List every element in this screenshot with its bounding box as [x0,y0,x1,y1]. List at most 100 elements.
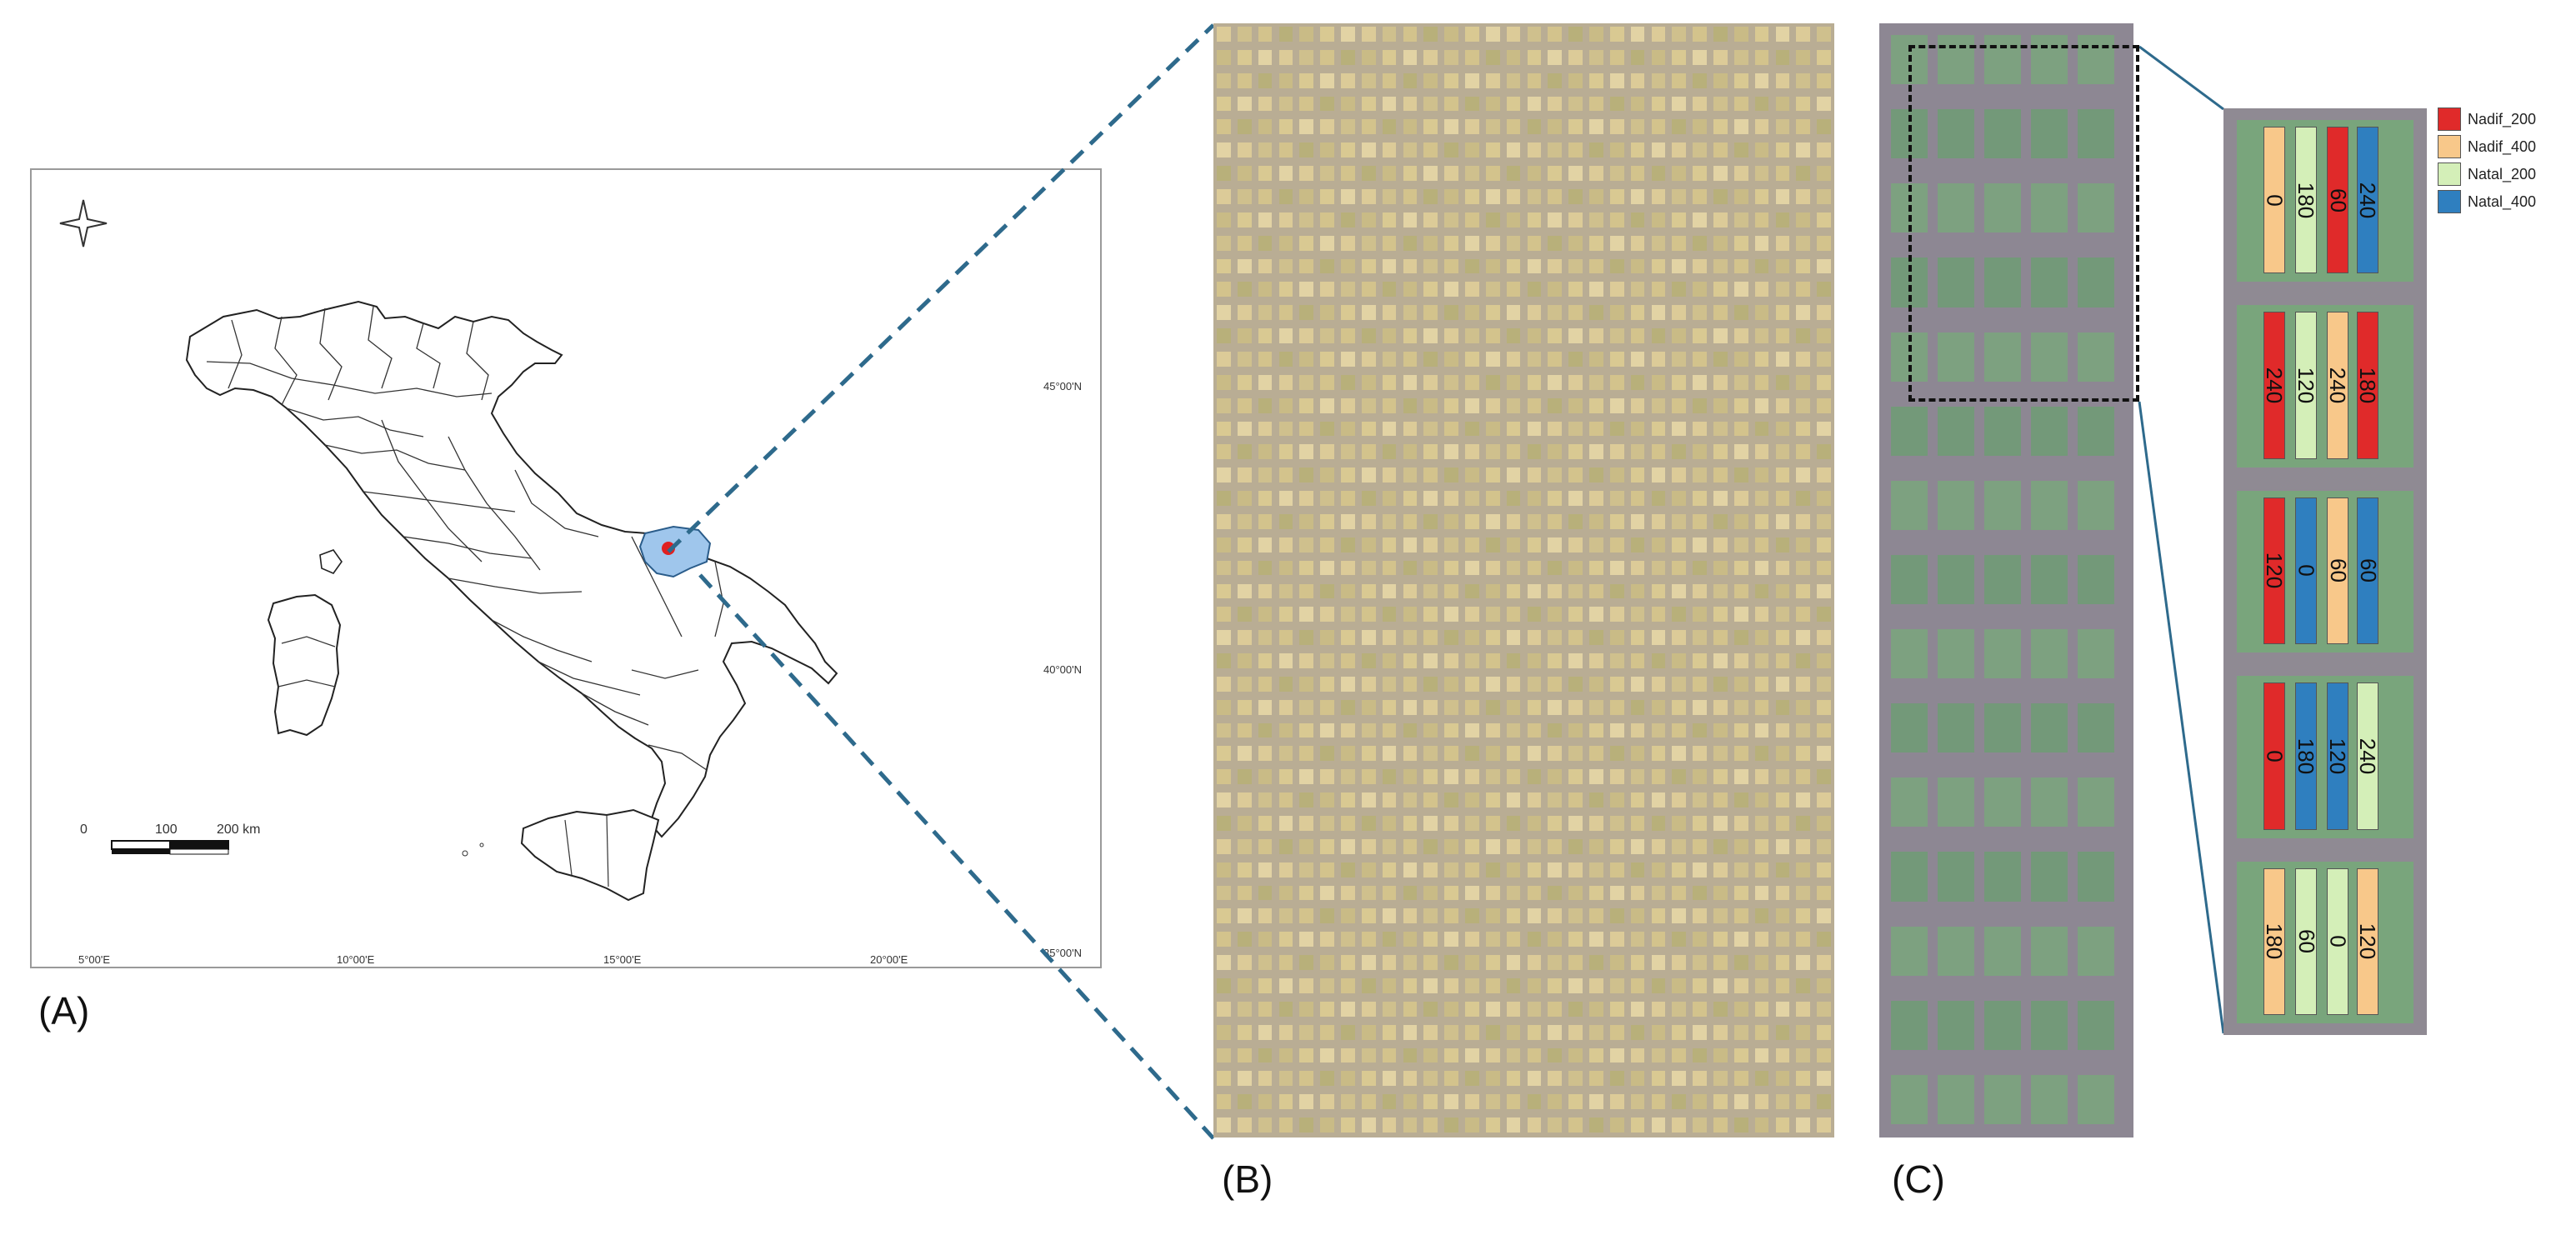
field-plot [1938,703,1974,753]
field-plot [1796,258,1811,274]
field-plot [1817,351,1831,367]
field-plot [1403,1118,1418,1132]
field-plot [1938,258,1974,308]
field-plot [1775,862,1790,878]
field-plot [1754,560,1769,576]
field-plot [1609,328,1624,343]
field-plot [1361,885,1376,901]
field-plot [1485,932,1500,948]
field-plot [1693,1118,1707,1132]
plot-value-label: 180 [2293,738,2319,775]
field-plot [1341,607,1355,622]
field-plot [1527,166,1542,181]
field-plot [1609,258,1624,274]
field-plot [2031,332,2068,382]
field-plot [1465,769,1479,785]
field-plot [1817,537,1831,552]
field-plot [1713,282,1728,298]
field-plot [1237,351,1252,367]
field-plot [1817,676,1831,692]
field-plot [1630,560,1645,576]
field-plot [1299,235,1314,251]
field-plot [1506,351,1521,367]
field-plot [1672,282,1687,298]
plot-value-label: 240 [2355,738,2381,775]
field-plot [1278,49,1293,65]
field-plot [1817,513,1831,529]
field-plot [1589,1024,1603,1040]
field-plot [1568,444,1583,460]
field-plot [1341,166,1355,181]
field-plot [1320,885,1334,901]
field-plot [1258,421,1273,437]
field-plot [1217,978,1231,993]
field-plot [1548,1094,1563,1110]
field-plot [1217,1048,1231,1063]
field-plot [1754,653,1769,668]
field-plot [1341,1094,1355,1110]
plot-bar: 180 [2293,127,2319,274]
field-plot [1817,792,1831,808]
field-plot [1733,838,1748,854]
field-plot [1341,1001,1355,1017]
field-plot [1278,978,1293,993]
field-plot [1609,792,1624,808]
field-plot [1465,1001,1479,1017]
field-plot [1258,838,1273,854]
field-plot [1527,560,1542,576]
field-photo-c [1879,23,2133,1138]
field-plot [1485,838,1500,854]
field-plot [1423,212,1438,228]
plot-value-label: 180 [2293,182,2319,218]
field-plot [1403,328,1418,343]
field-plot [1693,630,1707,646]
field-plot [1630,491,1645,506]
field-plot [1693,258,1707,274]
panel-label-b: (B) [1222,1158,1273,1201]
zoom-region-box [1908,45,2139,402]
field-plot [1299,142,1314,158]
field-plot [1382,769,1397,785]
field-plot [1527,1024,1542,1040]
field-plot [1403,932,1418,948]
field-plot [1465,676,1479,692]
field-plot [1568,792,1583,808]
field-plot [1796,978,1811,993]
field-plot [1733,166,1748,181]
field-plot [1984,1000,2021,1050]
field-plot [1237,49,1252,65]
field-plot [1341,746,1355,762]
field-plot [1693,374,1707,390]
field-plot [1485,722,1500,738]
field-plot [1713,1094,1728,1110]
field-plot [1733,862,1748,878]
field-plot [1341,421,1355,437]
field-plot [1713,258,1728,274]
field-plot [1651,351,1666,367]
field-plot [1651,1001,1666,1017]
plot-bar: 120 [2294,312,2319,459]
field-plot [1938,480,1974,530]
field-plot [1320,351,1334,367]
field-plot [1506,27,1521,42]
panel-label-a: (A) [38,989,90,1032]
field-plot [1444,96,1458,112]
field-plot [1713,932,1728,948]
field-plot [1630,908,1645,924]
field-plot [1548,258,1563,274]
field-plot [1817,630,1831,646]
field-plot [1733,816,1748,831]
field-plot [1485,1118,1500,1132]
field-plot [1775,374,1790,390]
field-plot [1733,119,1748,135]
field-plot [1299,305,1314,321]
field-plot [1320,1001,1334,1017]
field-plot [1444,537,1458,552]
field-plot [2078,852,2114,902]
field-plot [1278,607,1293,622]
field-plot [1382,1024,1397,1040]
field-plot [1609,305,1624,321]
field-plot [1693,653,1707,668]
field-plot [1444,653,1458,668]
field-plot [1609,351,1624,367]
